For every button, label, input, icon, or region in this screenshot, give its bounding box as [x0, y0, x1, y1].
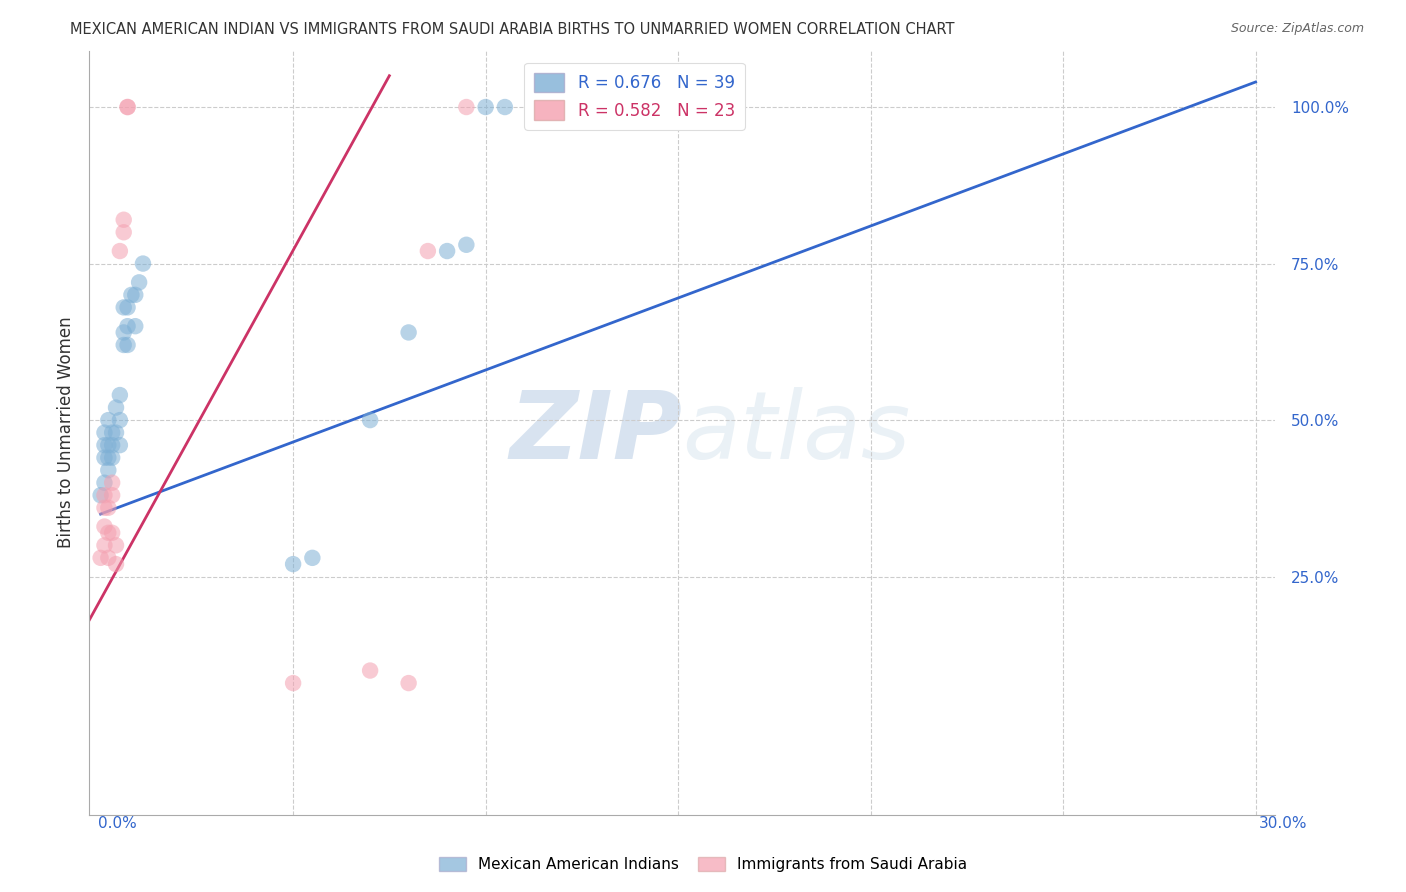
Point — [93, 488, 115, 502]
Point — [359, 664, 381, 678]
Y-axis label: Births to Unmarried Women: Births to Unmarried Women — [58, 317, 75, 549]
Point — [97, 413, 120, 427]
Point — [97, 525, 120, 540]
Point — [301, 550, 323, 565]
Point — [93, 519, 115, 533]
Point — [416, 244, 439, 258]
Point — [93, 500, 115, 515]
Point — [128, 276, 150, 290]
Point — [90, 488, 112, 502]
Point — [93, 438, 115, 452]
Point — [101, 475, 124, 490]
Point — [101, 425, 124, 440]
Text: atlas: atlas — [682, 387, 910, 478]
Point — [97, 450, 120, 465]
Text: 0.0%: 0.0% — [98, 816, 138, 831]
Point — [90, 550, 112, 565]
Point — [124, 319, 146, 334]
Point — [101, 438, 124, 452]
Point — [398, 676, 420, 690]
Point — [101, 525, 124, 540]
Point — [112, 301, 135, 315]
Point — [132, 256, 155, 270]
Legend: Mexican American Indians, Immigrants from Saudi Arabia: Mexican American Indians, Immigrants fro… — [432, 849, 974, 880]
Point — [124, 288, 146, 302]
Point — [108, 244, 131, 258]
Point — [117, 100, 139, 114]
Point — [456, 237, 478, 252]
Point — [112, 326, 135, 340]
Point — [105, 425, 128, 440]
Point — [117, 100, 139, 114]
Point — [120, 288, 142, 302]
Point — [456, 100, 478, 114]
Point — [666, 100, 689, 114]
Point — [108, 438, 131, 452]
Point — [281, 557, 304, 571]
Point — [101, 488, 124, 502]
Text: MEXICAN AMERICAN INDIAN VS IMMIGRANTS FROM SAUDI ARABIA BIRTHS TO UNMARRIED WOME: MEXICAN AMERICAN INDIAN VS IMMIGRANTS FR… — [70, 22, 955, 37]
Point — [93, 450, 115, 465]
Point — [105, 538, 128, 552]
Legend: R = 0.676   N = 39, R = 0.582   N = 23: R = 0.676 N = 39, R = 0.582 N = 23 — [524, 62, 745, 129]
Point — [105, 557, 128, 571]
Point — [101, 450, 124, 465]
Point — [359, 413, 381, 427]
Point — [97, 438, 120, 452]
Point — [117, 301, 139, 315]
Point — [112, 212, 135, 227]
Point — [281, 676, 304, 690]
Point — [108, 388, 131, 402]
Point — [105, 401, 128, 415]
Point — [117, 338, 139, 352]
Point — [494, 100, 516, 114]
Point — [108, 413, 131, 427]
Point — [112, 338, 135, 352]
Text: ZIP: ZIP — [509, 386, 682, 479]
Text: 30.0%: 30.0% — [1260, 816, 1308, 831]
Point — [97, 500, 120, 515]
Point — [93, 425, 115, 440]
Point — [436, 244, 458, 258]
Point — [97, 550, 120, 565]
Text: Source: ZipAtlas.com: Source: ZipAtlas.com — [1230, 22, 1364, 36]
Point — [551, 100, 574, 114]
Point — [117, 319, 139, 334]
Point — [706, 100, 728, 114]
Point — [93, 538, 115, 552]
Point — [112, 225, 135, 239]
Point — [97, 463, 120, 477]
Point — [398, 326, 420, 340]
Point — [474, 100, 496, 114]
Point — [93, 475, 115, 490]
